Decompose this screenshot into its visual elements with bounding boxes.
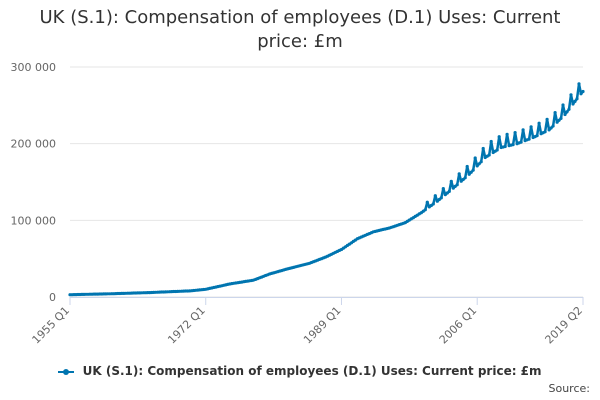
data-point[interactable] bbox=[431, 202, 435, 206]
data-point[interactable] bbox=[565, 110, 569, 114]
data-point[interactable] bbox=[511, 143, 515, 147]
data-point[interactable] bbox=[469, 170, 473, 174]
chart-title-line-2: price: £m bbox=[257, 31, 343, 52]
data-point[interactable] bbox=[549, 126, 553, 130]
data-point[interactable] bbox=[547, 128, 551, 132]
data-point[interactable] bbox=[473, 156, 477, 160]
source-label: Source: bbox=[548, 382, 591, 395]
y-tick-label: 100 000 bbox=[11, 214, 57, 227]
x-tick-label: 2006 Q1 bbox=[437, 304, 480, 347]
data-point[interactable] bbox=[519, 140, 523, 144]
data-point[interactable] bbox=[495, 148, 499, 152]
y-tick-label: 300 000 bbox=[11, 61, 57, 74]
data-point[interactable] bbox=[563, 112, 567, 117]
data-point[interactable] bbox=[551, 124, 555, 128]
legend-series-marker-icon bbox=[58, 368, 75, 375]
data-point[interactable] bbox=[455, 183, 459, 187]
data-point[interactable] bbox=[577, 82, 581, 86]
legend[interactable]: UK (S.1): Compensation of employees (D.1… bbox=[0, 364, 600, 378]
chart-title: UK (S.1): Compensation of employees (D.1… bbox=[0, 6, 600, 54]
data-point[interactable] bbox=[423, 208, 427, 212]
x-tick-label: 1972 Q1 bbox=[165, 304, 208, 347]
data-point[interactable] bbox=[467, 172, 471, 176]
data-point[interactable] bbox=[571, 102, 575, 106]
data-point[interactable] bbox=[439, 196, 443, 200]
data-point[interactable] bbox=[441, 187, 445, 191]
data-point[interactable] bbox=[471, 168, 475, 172]
x-tick-label: 1989 Q1 bbox=[301, 304, 344, 347]
data-point[interactable] bbox=[529, 125, 533, 129]
y-tick-label: 200 000 bbox=[11, 138, 57, 151]
data-point[interactable] bbox=[543, 130, 547, 134]
data-point[interactable] bbox=[569, 93, 573, 97]
data-point[interactable] bbox=[479, 160, 483, 164]
data-point[interactable] bbox=[575, 97, 579, 101]
data-point[interactable] bbox=[567, 107, 571, 111]
data-point[interactable] bbox=[457, 172, 461, 176]
data-point[interactable] bbox=[513, 131, 517, 135]
data-point[interactable] bbox=[487, 153, 491, 157]
data-point[interactable] bbox=[545, 117, 549, 121]
data-point[interactable] bbox=[503, 144, 507, 149]
data-point[interactable] bbox=[561, 103, 565, 107]
data-point[interactable] bbox=[463, 176, 467, 180]
data-point[interactable] bbox=[489, 139, 493, 144]
data-point[interactable] bbox=[497, 135, 501, 139]
series-line bbox=[70, 82, 584, 296]
data-point[interactable] bbox=[579, 92, 583, 96]
series-group bbox=[68, 82, 585, 297]
data-point[interactable] bbox=[553, 111, 557, 115]
chart-title-line-1: UK (S.1): Compensation of employees (D.1… bbox=[39, 7, 561, 28]
x-tick-label: 2019 Q2 bbox=[543, 304, 586, 347]
data-point[interactable] bbox=[573, 99, 577, 103]
data-point[interactable] bbox=[521, 128, 525, 132]
y-tick-label: 0 bbox=[49, 291, 56, 304]
legend-series-label: UK (S.1): Compensation of employees (D.1… bbox=[82, 364, 542, 378]
y-axis-tick-labels: 0 100 000 200 000 300 000 bbox=[11, 61, 57, 304]
x-axis: 1955 Q1 1972 Q1 1989 Q1 2006 Q1 2019 Q2 bbox=[30, 297, 586, 347]
data-point[interactable] bbox=[559, 116, 563, 120]
data-point[interactable] bbox=[425, 200, 429, 204]
data-point[interactable] bbox=[475, 164, 479, 168]
x-tick-label: 1955 Q1 bbox=[30, 304, 73, 347]
data-point[interactable] bbox=[581, 89, 585, 94]
data-point[interactable] bbox=[481, 146, 485, 151]
data-point[interactable] bbox=[527, 137, 531, 141]
data-point[interactable] bbox=[449, 179, 453, 183]
data-point[interactable] bbox=[537, 121, 541, 125]
data-point[interactable] bbox=[505, 132, 509, 136]
data-point[interactable] bbox=[477, 162, 481, 166]
data-point[interactable] bbox=[447, 189, 451, 193]
gridlines bbox=[70, 66, 583, 298]
data-point[interactable] bbox=[465, 164, 469, 169]
data-point[interactable] bbox=[557, 118, 561, 122]
data-point[interactable] bbox=[433, 194, 437, 198]
data-point[interactable] bbox=[535, 134, 539, 138]
